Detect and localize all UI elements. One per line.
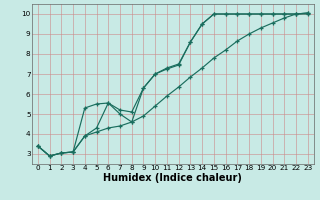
X-axis label: Humidex (Indice chaleur): Humidex (Indice chaleur) — [103, 173, 242, 183]
